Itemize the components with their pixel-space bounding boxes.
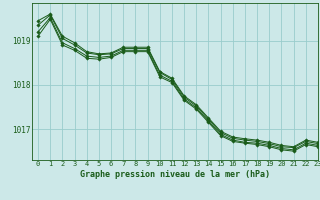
X-axis label: Graphe pression niveau de la mer (hPa): Graphe pression niveau de la mer (hPa) <box>80 170 270 179</box>
